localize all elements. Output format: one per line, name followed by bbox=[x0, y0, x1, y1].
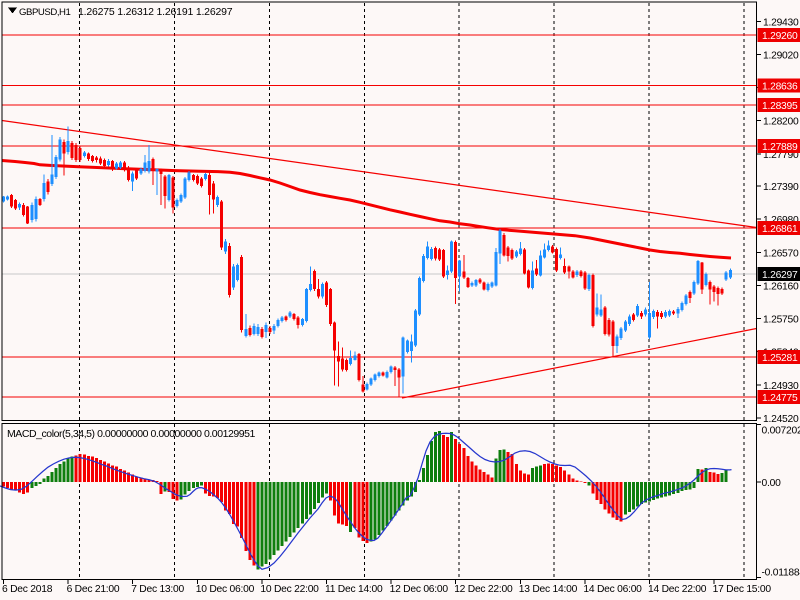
svg-text:-0.0118841: -0.0118841 bbox=[762, 568, 800, 579]
svg-text:1.26275 1.26312 1.26191 1.2629: 1.26275 1.26312 1.26191 1.26297 bbox=[78, 6, 233, 18]
svg-text:1.29020: 1.29020 bbox=[763, 50, 799, 61]
svg-text:10 Dec 22:00: 10 Dec 22:00 bbox=[260, 584, 319, 595]
svg-text:12 Dec 06:00: 12 Dec 06:00 bbox=[390, 584, 449, 595]
svg-text:6 Dec 21:00: 6 Dec 21:00 bbox=[67, 584, 120, 595]
svg-text:1.27390: 1.27390 bbox=[763, 182, 799, 193]
svg-text:1.24775: 1.24775 bbox=[762, 393, 798, 404]
svg-text:1.28395: 1.28395 bbox=[762, 101, 798, 112]
svg-text:GBPUSD,H1: GBPUSD,H1 bbox=[19, 7, 71, 18]
svg-text:1.27889: 1.27889 bbox=[762, 142, 798, 153]
svg-text:1.28636: 1.28636 bbox=[762, 81, 798, 92]
svg-text:1.25281: 1.25281 bbox=[762, 353, 798, 364]
svg-text:1.26861: 1.26861 bbox=[762, 224, 798, 235]
svg-text:1.26570: 1.26570 bbox=[763, 248, 799, 259]
svg-text:1.29430: 1.29430 bbox=[763, 17, 799, 28]
svg-text:10 Dec 06:00: 10 Dec 06:00 bbox=[196, 584, 255, 595]
svg-text:1.26297: 1.26297 bbox=[762, 270, 798, 281]
svg-text:MACD_color(5,34,5) 0.00000000: MACD_color(5,34,5) 0.00000000 0.00000000… bbox=[7, 428, 256, 440]
svg-text:1.26160: 1.26160 bbox=[763, 282, 799, 293]
svg-text:11 Dec 14:00: 11 Dec 14:00 bbox=[325, 584, 383, 595]
svg-text:0.0072029: 0.0072029 bbox=[762, 426, 800, 437]
svg-text:13 Dec 14:00: 13 Dec 14:00 bbox=[519, 584, 578, 595]
svg-text:1.28200: 1.28200 bbox=[763, 117, 799, 128]
svg-text:1.27790: 1.27790 bbox=[763, 150, 799, 161]
svg-text:0.00: 0.00 bbox=[762, 478, 782, 489]
svg-text:12 Dec 22:00: 12 Dec 22:00 bbox=[454, 584, 513, 595]
svg-text:7 Dec 13:00: 7 Dec 13:00 bbox=[131, 584, 184, 595]
svg-text:1.26980: 1.26980 bbox=[763, 215, 799, 226]
svg-text:1.25750: 1.25750 bbox=[763, 315, 799, 326]
svg-text:1.24520: 1.24520 bbox=[763, 414, 799, 425]
svg-text:6 Dec 2018: 6 Dec 2018 bbox=[2, 584, 53, 595]
svg-text:1.24930: 1.24930 bbox=[763, 381, 799, 392]
svg-text:1.29260: 1.29260 bbox=[762, 31, 798, 42]
svg-text:14 Dec 22:00: 14 Dec 22:00 bbox=[648, 584, 707, 595]
svg-text:14 Dec 06:00: 14 Dec 06:00 bbox=[583, 584, 642, 595]
svg-text:17 Dec 15:00: 17 Dec 15:00 bbox=[713, 584, 772, 595]
